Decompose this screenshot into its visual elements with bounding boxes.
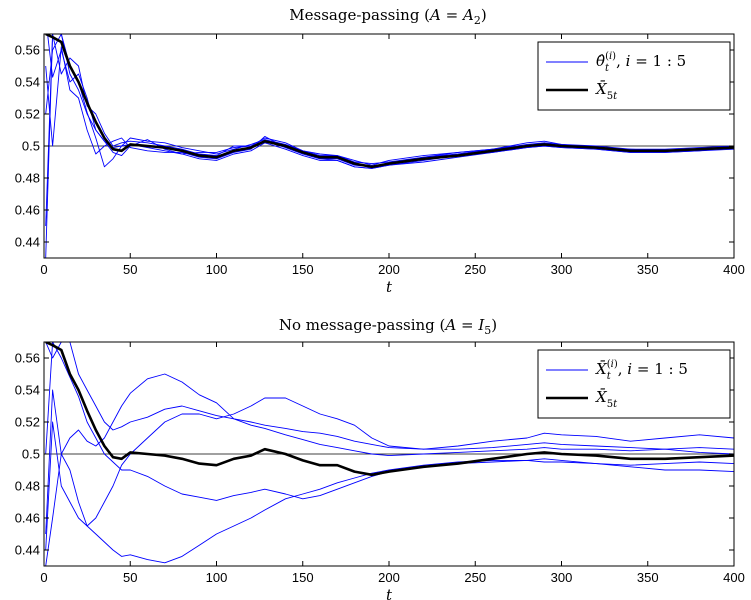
bottom-ytick-label-6: 0.56 [15, 351, 40, 366]
bottom-series-line-3 [45, 389, 734, 564]
top-y-ticks: 0.44 0.46 0.48 0.5 0.52 0.54 0.56 [15, 43, 734, 250]
top-series-line-4 [45, 34, 734, 258]
bottom-ytick-label-5: 0.54 [15, 383, 40, 398]
bottom-series-line-4 [45, 342, 734, 501]
top-x-ticks: 0 50 100 150 200 250 300 350 400 [40, 34, 745, 277]
bottom-legend-box [537, 349, 731, 419]
bottom-xtick-label-3: 150 [292, 570, 314, 585]
top-xtick-label-5: 250 [464, 262, 486, 277]
top-ytick-label-2: 0.48 [15, 171, 40, 186]
top-ytick-label-3: 0.5 [22, 139, 40, 154]
top-xtick-label-8: 400 [723, 262, 745, 277]
bottom-ytick-label-3: 0.5 [22, 447, 40, 462]
bottom-series-line-5 [45, 373, 734, 566]
bottom-series-line-1 [45, 342, 734, 455]
bottom-ytick-label-0: 0.44 [15, 543, 40, 558]
top-chart-panel: Message-passing (A = A2) 0 50 100 150 200 250… [15, 6, 745, 296]
top-series-line-2 [45, 34, 734, 227]
bottom-series-line-0 [45, 342, 734, 477]
bottom-x-ticks: 0 50 100 150 200 250 300 350 400 [40, 342, 745, 585]
bottom-ytick-label-2: 0.48 [15, 479, 40, 494]
bottom-legend-label-estimates: X̄t(i), i = 1 : 5 [595, 359, 688, 382]
top-x-axis-label: t [386, 278, 393, 296]
bottom-ytick-label-4: 0.52 [15, 415, 40, 430]
top-series-group [45, 34, 734, 258]
bottom-xtick-label-8: 400 [723, 570, 745, 585]
top-xtick-label-2: 100 [206, 262, 228, 277]
top-ytick-label-4: 0.52 [15, 107, 40, 122]
bottom-y-ticks: 0.44 0.46 0.48 0.5 0.52 0.54 0.56 [15, 351, 734, 558]
top-xtick-label-3: 150 [292, 262, 314, 277]
bottom-series-group [45, 342, 734, 566]
top-ytick-label-1: 0.46 [15, 203, 40, 218]
bottom-xtick-label-5: 250 [464, 570, 486, 585]
bottom-xtick-label-2: 100 [206, 570, 228, 585]
top-xtick-label-4: 200 [378, 262, 400, 277]
top-legend-label-average: X̄5t [595, 80, 618, 102]
top-series-line-5 [45, 34, 734, 169]
bottom-chart-panel: No message-passing (A = I5) 0 50 100 150 200… [15, 316, 745, 600]
top-ytick-label-6: 0.56 [15, 43, 40, 58]
top-legend: θ̂t(i), i = 1 : 5 X̄5t [537, 41, 731, 111]
top-xtick-label-6: 300 [551, 262, 573, 277]
top-chart-title: Message-passing (A = A2) [289, 6, 486, 27]
bottom-xtick-label-0: 0 [40, 570, 47, 585]
bottom-x-axis-label: t [386, 586, 393, 600]
bottom-xtick-label-6: 300 [551, 570, 573, 585]
bottom-ytick-label-1: 0.46 [15, 511, 40, 526]
bottom-xtick-label-7: 350 [637, 570, 659, 585]
top-ytick-label-5: 0.54 [15, 75, 40, 90]
top-series-line-0 [45, 34, 734, 169]
top-legend-box [537, 41, 731, 111]
bottom-legend-label-average: X̄5t [595, 388, 618, 410]
bottom-xtick-label-4: 200 [378, 570, 400, 585]
bottom-series-line-2 [45, 397, 734, 551]
top-legend-label-estimates: θ̂t(i), i = 1 : 5 [596, 51, 686, 74]
bottom-xtick-label-1: 50 [123, 570, 137, 585]
bottom-chart-title: No message-passing (A = I5) [279, 316, 497, 337]
top-xtick-label-0: 0 [40, 262, 47, 277]
top-ytick-label-0: 0.44 [15, 235, 40, 250]
top-xtick-label-1: 50 [123, 262, 137, 277]
bottom-legend: X̄t(i), i = 1 : 5 X̄5t [537, 349, 731, 419]
top-xtick-label-7: 350 [637, 262, 659, 277]
